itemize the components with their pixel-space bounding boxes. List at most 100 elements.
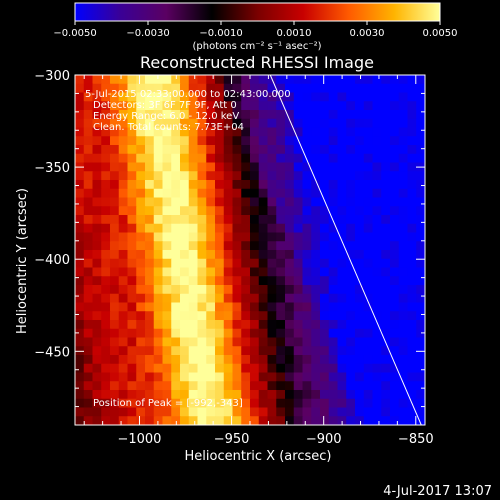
heatmap-cell — [206, 337, 216, 347]
heatmap-cell — [241, 390, 251, 400]
heatmap-cell — [232, 250, 242, 260]
heatmap-cell — [363, 311, 374, 321]
heatmap-cell — [162, 320, 172, 330]
heatmap-cell — [416, 311, 425, 321]
heatmap-cell — [223, 337, 234, 347]
heatmap-cell — [241, 311, 251, 321]
heatmap-cell — [328, 311, 339, 321]
heatmap-cell — [188, 258, 199, 269]
heatmap-cell — [346, 136, 356, 146]
heatmap-cell — [92, 372, 102, 382]
heatmap-cell — [285, 398, 295, 409]
heatmap-cell — [197, 398, 207, 409]
heatmap-cell — [127, 153, 137, 164]
heatmap-cell — [162, 355, 172, 365]
heatmap-cell — [293, 346, 304, 356]
heatmap-cell — [258, 267, 269, 277]
heatmap-cell — [223, 267, 234, 277]
heatmap-cell — [92, 416, 102, 425]
heatmap-cell — [311, 75, 321, 85]
heatmap-cell — [83, 372, 94, 382]
heatmap-cell — [110, 232, 120, 242]
heatmap-cell — [92, 276, 102, 286]
heatmap-cell — [171, 223, 181, 234]
heatmap-cell — [145, 241, 155, 251]
heatmap-cell — [215, 381, 225, 391]
heatmap-cell — [153, 311, 164, 321]
heatmap-cell — [258, 118, 269, 129]
heatmap-cell — [180, 355, 190, 365]
heatmap-cell — [258, 320, 269, 330]
heatmap-cell — [311, 145, 321, 155]
heatmap-cell — [250, 293, 260, 304]
heatmap-cell — [153, 267, 164, 277]
heatmap-cell — [381, 101, 391, 111]
heatmap-cell — [293, 416, 304, 425]
heatmap-cell — [197, 145, 207, 155]
heatmap-cell — [197, 215, 207, 225]
heatmap-cell — [302, 232, 312, 242]
heatmap-cell — [311, 363, 321, 374]
heatmap-cell — [241, 145, 251, 155]
colorbar: −0.0050 −0.0030 −0.0010 0.0010 0.0030 0.0050 … — [53, 2, 458, 52]
heatmap-cell — [215, 390, 225, 400]
heatmap-cell — [293, 188, 304, 199]
heatmap-cell — [258, 188, 269, 199]
heatmap-cell — [302, 276, 312, 286]
heatmap-cell — [101, 101, 111, 111]
heatmap-cell — [381, 241, 391, 251]
heatmap-cell — [206, 250, 216, 260]
heatmap-cell — [346, 250, 356, 260]
heatmap-cell — [276, 398, 286, 409]
heatmap-cell — [118, 293, 129, 304]
heatmap-cell — [293, 328, 304, 339]
heatmap-cell — [337, 337, 347, 347]
heatmap-cell — [328, 83, 339, 94]
heatmap-cell — [258, 293, 269, 304]
heatmap-cell — [250, 136, 260, 146]
heatmap-cell — [398, 232, 409, 242]
heatmap-cell — [188, 180, 199, 190]
heatmap-cell — [101, 328, 111, 339]
heatmap-cell — [145, 363, 155, 374]
heatmap-cell — [145, 75, 155, 85]
heatmap-cell — [250, 232, 260, 242]
heatmap-cell — [407, 258, 417, 269]
heatmap-cell — [145, 302, 155, 312]
heatmap-cell — [127, 407, 137, 417]
heatmap-cell — [381, 197, 391, 207]
heatmap-cell — [127, 285, 137, 295]
heatmap-cell — [372, 276, 382, 286]
heatmap-cell — [92, 215, 102, 225]
heatmap-cell — [398, 381, 409, 391]
heatmap-cell — [101, 337, 111, 347]
heatmap-cell — [258, 145, 269, 155]
heatmap-cell — [328, 188, 339, 199]
heatmap-cell — [206, 258, 216, 269]
heatmap-cell — [390, 276, 400, 286]
heatmap-cell — [145, 188, 155, 199]
heatmap-cell — [180, 188, 190, 199]
heatmap-cell — [267, 83, 277, 94]
heatmap-cell — [162, 215, 172, 225]
heatmap-cell — [83, 337, 94, 347]
heatmap-cell — [83, 188, 94, 199]
heatmap-cell — [311, 92, 321, 102]
heatmap-cell — [171, 92, 181, 102]
heatmap-cell — [83, 153, 94, 164]
heatmap-cell — [390, 416, 400, 425]
heatmap-cell — [346, 118, 356, 129]
heatmap-cell — [328, 320, 339, 330]
heatmap-cell — [101, 188, 111, 199]
heatmap-cell — [180, 372, 190, 382]
heatmap-cell — [337, 320, 347, 330]
heatmap-cell — [250, 197, 260, 207]
heatmap-cell — [110, 258, 120, 269]
heatmap-cell — [197, 223, 207, 234]
heatmap-cell — [250, 328, 260, 339]
heatmap-cell — [232, 101, 242, 111]
heatmap-cell — [293, 180, 304, 190]
heatmap-cell — [145, 346, 155, 356]
heatmap-cell — [293, 83, 304, 94]
heatmap-cell — [285, 136, 295, 146]
